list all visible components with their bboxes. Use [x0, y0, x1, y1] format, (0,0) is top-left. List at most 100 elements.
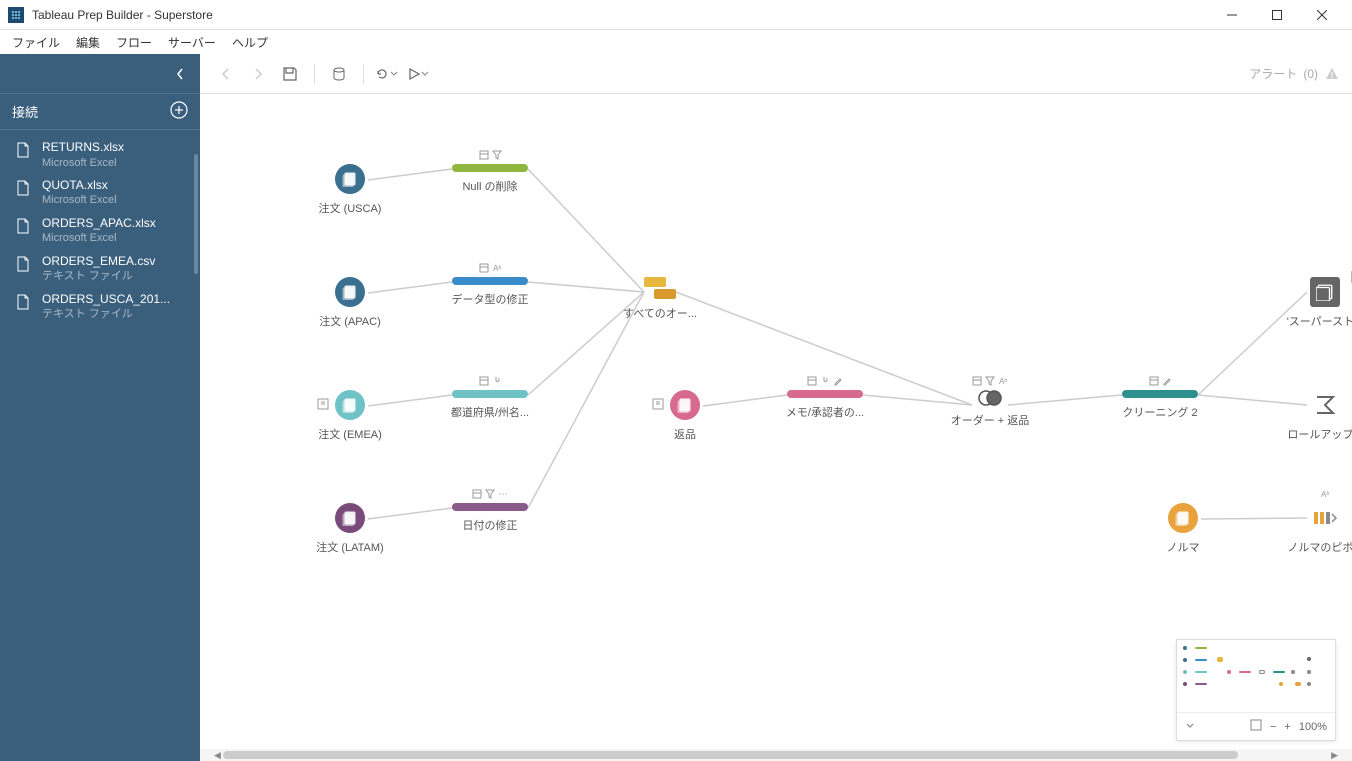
node-label: データ型の修正	[435, 291, 545, 307]
input-node-icon	[335, 277, 365, 307]
connections-sidebar: 接続 RETURNS.xlsxMicrosoft ExcelQUOTA.xlsx…	[0, 54, 200, 761]
file-icon	[16, 256, 32, 277]
aggregate-icon	[1310, 390, 1340, 420]
node-label: 'スーパースト...	[1270, 313, 1352, 329]
node-label: 注文 (LATAM)	[295, 539, 405, 555]
node-label: 注文 (USCA)	[295, 200, 405, 216]
flow-canvas[interactable]: − + 100% ◀ ▶ 注文 (USCA) Null の削除注文 (APAC) A…	[200, 94, 1352, 761]
flow-node-usca[interactable]: 注文 (USCA)	[295, 149, 405, 216]
connection-item[interactable]: ORDERS_USCA_201...テキスト ファイル	[0, 288, 200, 326]
window-title: Tableau Prep Builder - Superstore	[32, 8, 213, 22]
file-icon	[16, 180, 32, 201]
node-badges: Aᵇ	[479, 262, 502, 274]
run-flow-button[interactable]	[406, 60, 434, 88]
union-icon	[644, 277, 676, 299]
minimize-button[interactable]	[1209, 0, 1254, 30]
titlebar: Tableau Prep Builder - Superstore	[0, 0, 1352, 30]
clean-step-bar	[452, 390, 528, 398]
connection-item[interactable]: ORDERS_APAC.xlsxMicrosoft Excel	[0, 212, 200, 250]
flow-node-quota[interactable]: ノルマ	[1128, 488, 1238, 555]
flow-node-pivot[interactable]: Aᵇ ノルマのピボ...	[1270, 488, 1352, 555]
menu-file[interactable]: ファイル	[4, 31, 68, 54]
flow-node-clean2[interactable]: Aᵇ データ型の修正	[435, 262, 545, 307]
connection-name: RETURNS.xlsx	[42, 140, 124, 156]
connection-item[interactable]: ORDERS_EMEA.csvテキスト ファイル	[0, 250, 200, 288]
node-badges: ⋯	[472, 488, 508, 500]
clean-step-bar	[787, 390, 863, 398]
extract-icon	[317, 398, 329, 410]
output-icon	[1310, 277, 1340, 307]
menu-server[interactable]: サーバー	[160, 31, 224, 54]
input-node-icon	[335, 390, 365, 420]
zoom-out[interactable]: −	[1270, 721, 1276, 733]
maximize-button[interactable]	[1254, 0, 1299, 30]
input-node-icon	[335, 503, 365, 533]
node-badges: Aᵇ	[972, 375, 1008, 387]
connection-item[interactable]: RETURNS.xlsxMicrosoft Excel	[0, 136, 200, 174]
add-connection-button[interactable]	[170, 101, 188, 122]
sidebar-header: 接続	[0, 94, 200, 130]
refresh-button[interactable]	[374, 60, 402, 88]
node-label: メモ/承認者の...	[770, 404, 880, 420]
flow-node-output[interactable]: 'スーパースト...	[1270, 262, 1352, 329]
node-badges	[807, 375, 843, 387]
node-label: 都道府県/州名...	[435, 404, 545, 420]
flow-node-clean6[interactable]: ⋯日付の修正	[435, 488, 545, 533]
save-button[interactable]	[276, 60, 304, 88]
flow-node-agg[interactable]: ロールアップ...	[1270, 375, 1352, 442]
extract-icon	[652, 398, 664, 410]
minimap-collapse[interactable]	[1185, 720, 1195, 733]
node-label: ロールアップ...	[1270, 426, 1352, 442]
forward-button[interactable]	[244, 60, 272, 88]
sidebar-collapse-button[interactable]	[0, 54, 200, 94]
flow-node-clean1[interactable]: Null の削除	[435, 149, 545, 194]
minimap-canvas[interactable]	[1177, 640, 1335, 712]
flow-node-apac[interactable]: 注文 (APAC)	[295, 262, 405, 329]
node-label: オーダー + 返品	[935, 412, 1045, 428]
svg-text:Aᵇ: Aᵇ	[999, 377, 1007, 386]
input-node-icon	[335, 164, 365, 194]
node-badges: Aᵇ	[1320, 488, 1330, 500]
connections-label: 接続	[12, 102, 38, 121]
menu-help[interactable]: ヘルプ	[224, 31, 276, 54]
flow-toolbar: アラート (0)	[200, 54, 1352, 94]
clean-step-bar	[452, 277, 528, 285]
app-icon	[8, 7, 24, 23]
zoom-in[interactable]: +	[1284, 721, 1290, 733]
flow-node-clean4[interactable]: メモ/承認者の...	[770, 375, 880, 420]
canvas-area: アラート (0)	[200, 54, 1352, 761]
node-badges	[479, 375, 502, 387]
flow-node-latam[interactable]: 注文 (LATAM)	[295, 488, 405, 555]
close-button[interactable]	[1299, 0, 1344, 30]
connection-name: ORDERS_EMEA.csv	[42, 254, 155, 270]
horizontal-scrollbar[interactable]: ◀ ▶	[200, 749, 1352, 761]
zoom-level: 100%	[1299, 721, 1327, 733]
file-icon	[16, 218, 32, 239]
flow-node-emea[interactable]: 注文 (EMEA)	[295, 375, 405, 442]
join-icon	[976, 390, 1004, 406]
zoom-fit[interactable]	[1250, 719, 1262, 734]
flow-node-join[interactable]: Aᵇ オーダー + 返品	[935, 375, 1045, 428]
connection-type: Microsoft Excel	[42, 231, 156, 245]
flow-node-clean3[interactable]: 都道府県/州名...	[435, 375, 545, 420]
flow-node-union[interactable]: すべてのオー...	[605, 262, 715, 321]
input-node-icon	[670, 390, 700, 420]
chevron-left-icon	[176, 68, 184, 80]
flow-node-clean5[interactable]: クリーニング 2	[1105, 375, 1215, 420]
sidebar-scrollbar[interactable]	[194, 154, 198, 274]
node-label: すべてのオー...	[605, 305, 715, 321]
svg-text:Aᵇ: Aᵇ	[493, 264, 501, 273]
connection-name: ORDERS_APAC.xlsx	[42, 216, 156, 232]
menu-edit[interactable]: 編集	[68, 31, 108, 54]
input-node-icon	[1168, 503, 1198, 533]
alerts-indicator[interactable]: アラート (0)	[1249, 65, 1340, 82]
back-button[interactable]	[212, 60, 240, 88]
warning-icon	[1324, 66, 1340, 82]
connections-list: RETURNS.xlsxMicrosoft ExcelQUOTA.xlsxMic…	[0, 130, 200, 331]
flow-node-returns[interactable]: 返品	[630, 375, 740, 442]
file-icon	[16, 142, 32, 163]
menu-flow[interactable]: フロー	[108, 31, 160, 54]
data-button[interactable]	[325, 60, 353, 88]
node-label: ノルマのピボ...	[1270, 539, 1352, 555]
connection-item[interactable]: QUOTA.xlsxMicrosoft Excel	[0, 174, 200, 212]
